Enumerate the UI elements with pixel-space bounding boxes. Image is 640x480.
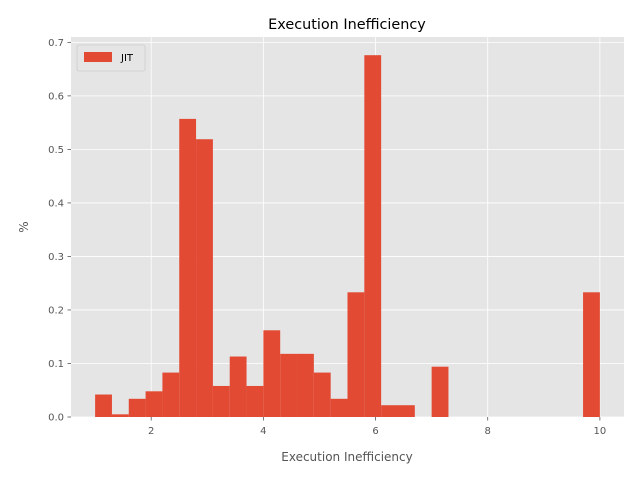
x-axis-ticks: 2 4 6 8 10 — [148, 417, 606, 437]
y-axis-label: % — [17, 221, 31, 232]
y-tick-label: 0.2 — [48, 305, 64, 316]
chart-title: Execution Inefficiency — [268, 17, 426, 33]
histogram-bar — [313, 372, 331, 417]
y-tick-label: 0.7 — [48, 38, 64, 49]
histogram-bar — [179, 118, 197, 417]
legend-label: JIT — [120, 53, 134, 64]
y-axis-ticks: 0.0 0.1 0.2 0.3 0.4 0.5 0.6 0.7 — [48, 38, 71, 424]
histogram-bar — [397, 405, 415, 417]
histogram-bar — [212, 385, 230, 417]
legend-swatch — [84, 52, 112, 62]
histogram-bar — [280, 353, 298, 417]
histogram-bar — [145, 391, 163, 417]
x-tick-label: 6 — [372, 426, 378, 437]
histogram-bar — [583, 292, 600, 417]
histogram-bar — [95, 394, 112, 417]
y-tick-label: 0.4 — [48, 198, 64, 209]
x-tick-label: 10 — [594, 426, 607, 437]
histogram-bar — [162, 372, 180, 417]
legend: JIT — [76, 44, 146, 72]
y-tick-label: 0.1 — [48, 359, 64, 370]
histogram-bar — [128, 398, 146, 417]
histogram-bar — [297, 353, 314, 417]
x-tick-label: 8 — [485, 426, 491, 437]
bars — [95, 55, 600, 418]
histogram-bar — [196, 139, 213, 418]
histogram-bar — [364, 55, 382, 418]
histogram-bar — [263, 330, 281, 417]
histogram-bar — [229, 356, 247, 417]
x-tick-label: 2 — [148, 426, 154, 437]
y-tick-label: 0.0 — [48, 413, 64, 424]
x-tick-label: 4 — [260, 426, 266, 437]
histogram-bar — [246, 385, 264, 417]
y-tick-label: 0.6 — [48, 91, 64, 102]
histogram-bar — [381, 405, 398, 417]
histogram-bar — [347, 292, 365, 417]
histogram-bar — [111, 414, 129, 417]
histogram-bar — [431, 366, 449, 417]
y-tick-label: 0.3 — [48, 252, 64, 263]
x-axis-label: Execution Inefficiency — [281, 450, 412, 464]
y-tick-label: 0.5 — [48, 145, 64, 156]
histogram-bar — [330, 398, 348, 417]
